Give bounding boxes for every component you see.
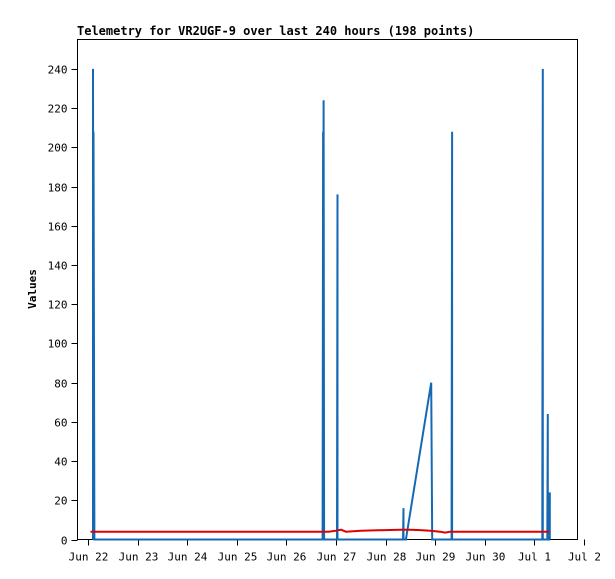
y-tick-label: 80: [54, 378, 67, 391]
series-group: [90, 68, 551, 541]
x-tick-label: Jul 1: [518, 551, 551, 564]
x-tick-label: Jun 29: [416, 551, 456, 564]
x-tick-label: Jun 28: [367, 551, 407, 564]
x-tick-label: Jun 26: [267, 551, 307, 564]
y-tick-label: 120: [48, 299, 68, 312]
x-tick-label: Jun 23: [119, 551, 159, 564]
y-tick-label: 140: [48, 260, 68, 273]
y-axis: 0 20 40 60 80 100 120 140 160 180 200 220 240: [48, 64, 78, 548]
y-tick-label: 100: [48, 338, 68, 351]
x-tick-label: Jun 25: [218, 551, 258, 564]
y-tick-label: 60: [54, 417, 67, 430]
series-line-1: [92, 68, 551, 541]
x-tick-label: Jun 22: [69, 551, 109, 564]
y-tick-label: 200: [48, 142, 68, 155]
x-tick-label: Jul 2: [568, 551, 601, 564]
y-tick-label: 40: [54, 456, 67, 469]
y-tick-label: 220: [48, 103, 68, 116]
x-tick-label: Jun 24: [168, 551, 208, 564]
y-tick-label: 180: [48, 182, 68, 195]
chart-title: Telemetry for VR2UGF-9 over last 240 hou…: [77, 24, 474, 38]
plot-area-frame: [77, 39, 578, 540]
x-tick-label: Jun 30: [466, 551, 506, 564]
y-tick-label: 20: [54, 495, 67, 508]
y-axis-label: Values: [26, 269, 39, 309]
y-tick-label: 240: [48, 64, 68, 77]
y-tick-label: 160: [48, 221, 68, 234]
series-line-2: [90, 528, 550, 534]
x-axis: Jun 22 Jun 23 Jun 24 Jun 25 Jun 26 Jun 27 Jun …: [69, 539, 601, 564]
x-tick-label: Jun 27: [317, 551, 357, 564]
y-tick-label: 0: [61, 535, 68, 548]
